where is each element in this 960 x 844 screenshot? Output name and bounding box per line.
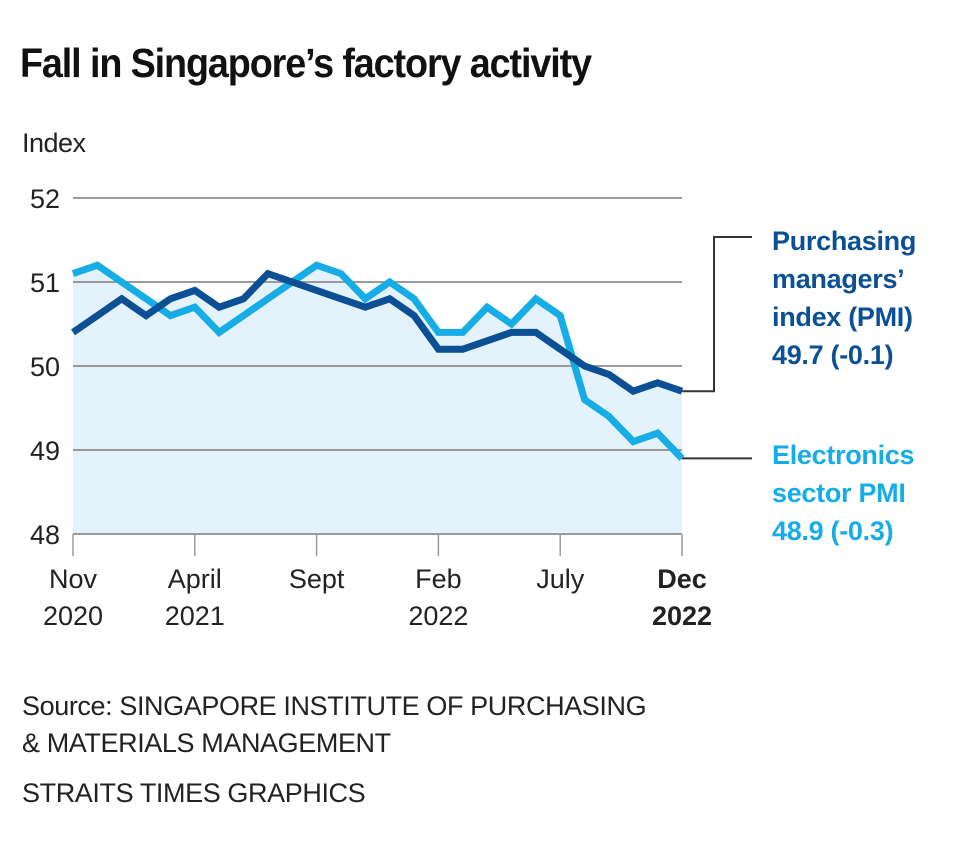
source-note: Source: SINGAPORE INSTITUTE OF PURCHASIN… (22, 688, 647, 762)
series-line-pmi (71, 269, 684, 396)
legend-electronics-value: 48.9 (-0.3) (772, 516, 894, 546)
y-tick-label: 51 (30, 268, 60, 298)
y-tick-label: 50 (30, 352, 60, 382)
leader-line-pmi (682, 236, 752, 393)
legend-pmi-value: 49.7 (-0.1) (772, 340, 894, 370)
x-tick-label: July (536, 564, 585, 594)
y-tick-label: 52 (30, 184, 60, 214)
x-tick-label: 2020 (43, 601, 103, 631)
source-line: & MATERIALS MANAGEMENT (22, 728, 391, 758)
chart-title: Fall in Singapore’s factory activity (20, 40, 592, 86)
series-line-electronics (71, 261, 685, 461)
legend-pmi: Purchasing managers’ index (PMI) 49.7 (-… (772, 222, 916, 374)
x-tick-label: Nov (49, 564, 98, 594)
legend-pmi-line: Purchasing (772, 226, 917, 256)
credit: STRAITS TIMES GRAPHICS (22, 778, 366, 808)
legend-pmi-line: index (PMI) (772, 302, 913, 332)
x-tick-label: Dec (657, 564, 707, 594)
y-tick-label: 48 (30, 520, 60, 550)
x-tick-label: 2022 (652, 601, 712, 631)
x-tick-label: 2021 (165, 601, 225, 631)
source-line: Source: SINGAPORE INSTITUTE OF PURCHASIN… (22, 691, 647, 721)
x-tick-label: April (168, 564, 222, 594)
x-tick-label: 2022 (408, 601, 468, 631)
y-tick-label: 49 (30, 436, 60, 466)
legend-electronics-line: sector PMI (772, 478, 906, 508)
y-axis-label: Index (22, 128, 86, 158)
legend-pmi-line: managers’ (772, 264, 905, 294)
legend-electronics: Electronics sector PMI 48.9 (-0.3) (772, 436, 915, 550)
legend-electronics-line: Electronics (772, 440, 915, 470)
x-tick-label: Feb (415, 564, 462, 594)
x-tick-label: Sept (289, 564, 345, 594)
